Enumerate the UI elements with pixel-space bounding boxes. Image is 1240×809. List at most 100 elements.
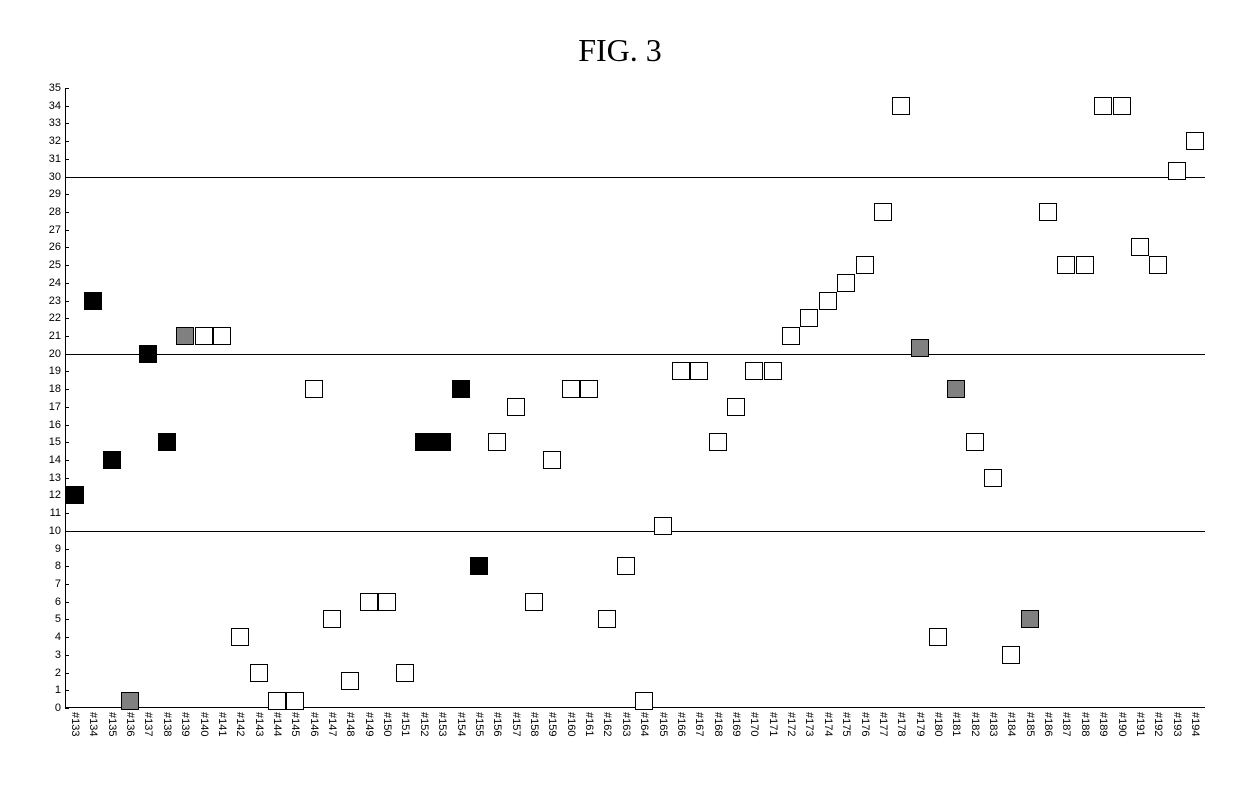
x-tick-label: #175: [840, 712, 852, 736]
data-point: [782, 327, 800, 345]
data-point: [929, 628, 947, 646]
y-tick-label: 27: [49, 224, 65, 236]
y-tick-label: 7: [55, 578, 65, 590]
data-point: [1113, 97, 1131, 115]
x-tick-label: #191: [1134, 712, 1146, 736]
x-tick-label: #136: [124, 712, 136, 736]
data-point: [158, 433, 176, 451]
y-tick-mark: [65, 336, 69, 337]
y-tick-label: 29: [49, 188, 65, 200]
y-tick-mark: [65, 460, 69, 461]
y-tick-label: 3: [55, 649, 65, 661]
data-point: [525, 593, 543, 611]
y-tick-mark: [65, 566, 69, 567]
x-tick-label: #185: [1024, 712, 1036, 736]
x-tick-label: #188: [1079, 712, 1091, 736]
x-tick-label: #134: [87, 712, 99, 736]
y-tick-mark: [65, 283, 69, 284]
data-point: [745, 362, 763, 380]
x-tick-label: #160: [565, 712, 577, 736]
x-tick-label: #154: [455, 712, 467, 736]
x-tick-label: #146: [308, 712, 320, 736]
x-tick-label: #192: [1152, 712, 1164, 736]
y-tick-mark: [65, 88, 69, 89]
y-tick-label: 5: [55, 613, 65, 625]
x-tick-label: #184: [1005, 712, 1017, 736]
data-point: [305, 380, 323, 398]
y-tick-mark: [65, 265, 69, 266]
data-point: [231, 628, 249, 646]
section-line: [65, 531, 1205, 532]
y-tick-label: 14: [49, 454, 65, 466]
x-tick-label: #142: [234, 712, 246, 736]
scatter-plot: 0123456789101112131415161718192021222324…: [65, 88, 1205, 708]
y-tick-label: 28: [49, 206, 65, 218]
x-tick-label: #194: [1189, 712, 1201, 736]
y-tick-label: 21: [49, 330, 65, 342]
data-point: [947, 380, 965, 398]
y-tick-label: 25: [49, 259, 65, 271]
data-point: [837, 274, 855, 292]
data-point: [507, 398, 525, 416]
data-point: [617, 557, 635, 575]
y-tick-label: 31: [49, 153, 65, 165]
x-tick-label: #148: [344, 712, 356, 736]
y-tick-label: 17: [49, 401, 65, 413]
data-point: [1076, 256, 1094, 274]
x-tick-label: #138: [161, 712, 173, 736]
data-point: [598, 610, 616, 628]
data-point: [1039, 203, 1057, 221]
data-point: [488, 433, 506, 451]
x-tick-label: #153: [436, 712, 448, 736]
y-tick-label: 4: [55, 631, 65, 643]
x-tick-label: #182: [969, 712, 981, 736]
data-point: [1131, 238, 1149, 256]
x-tick-label: #137: [142, 712, 154, 736]
data-point: [396, 664, 414, 682]
x-tick-label: #173: [803, 712, 815, 736]
data-point: [1094, 97, 1112, 115]
data-point: [984, 469, 1002, 487]
y-tick-mark: [65, 371, 69, 372]
data-point: [562, 380, 580, 398]
x-tick-label: #158: [528, 712, 540, 736]
y-tick-mark: [65, 106, 69, 107]
x-tick-label: #187: [1060, 712, 1072, 736]
y-tick-mark: [65, 159, 69, 160]
section-line: [65, 354, 1205, 355]
data-point: [323, 610, 341, 628]
y-tick-label: 15: [49, 436, 65, 448]
data-point: [84, 292, 102, 310]
y-tick-label: 2: [55, 667, 65, 679]
data-point: [819, 292, 837, 310]
data-point: [654, 517, 672, 535]
x-tick-label: #149: [363, 712, 375, 736]
x-tick-label: #155: [473, 712, 485, 736]
data-point: [121, 692, 139, 710]
y-tick-label: 23: [49, 295, 65, 307]
x-tick-label: #176: [859, 712, 871, 736]
data-point: [341, 672, 359, 690]
x-tick-label: #181: [950, 712, 962, 736]
data-point: [672, 362, 690, 380]
y-tick-mark: [65, 708, 69, 709]
x-tick-label: #139: [179, 712, 191, 736]
y-tick-label: 32: [49, 135, 65, 147]
x-tick-label: #180: [932, 712, 944, 736]
x-tick-label: #178: [895, 712, 907, 736]
x-tick-label: #144: [271, 712, 283, 736]
x-tick-label: #159: [546, 712, 558, 736]
data-point: [250, 664, 268, 682]
y-tick-label: 9: [55, 543, 65, 555]
y-tick-label: 30: [49, 171, 65, 183]
data-point: [433, 433, 451, 451]
x-tick-label: #135: [106, 712, 118, 736]
data-point: [856, 256, 874, 274]
data-point: [1186, 132, 1204, 150]
y-tick-label: 22: [49, 312, 65, 324]
data-point: [213, 327, 231, 345]
data-point: [415, 433, 433, 451]
y-tick-mark: [65, 655, 69, 656]
x-tick-label: #133: [69, 712, 81, 736]
x-tick-label: #177: [877, 712, 889, 736]
